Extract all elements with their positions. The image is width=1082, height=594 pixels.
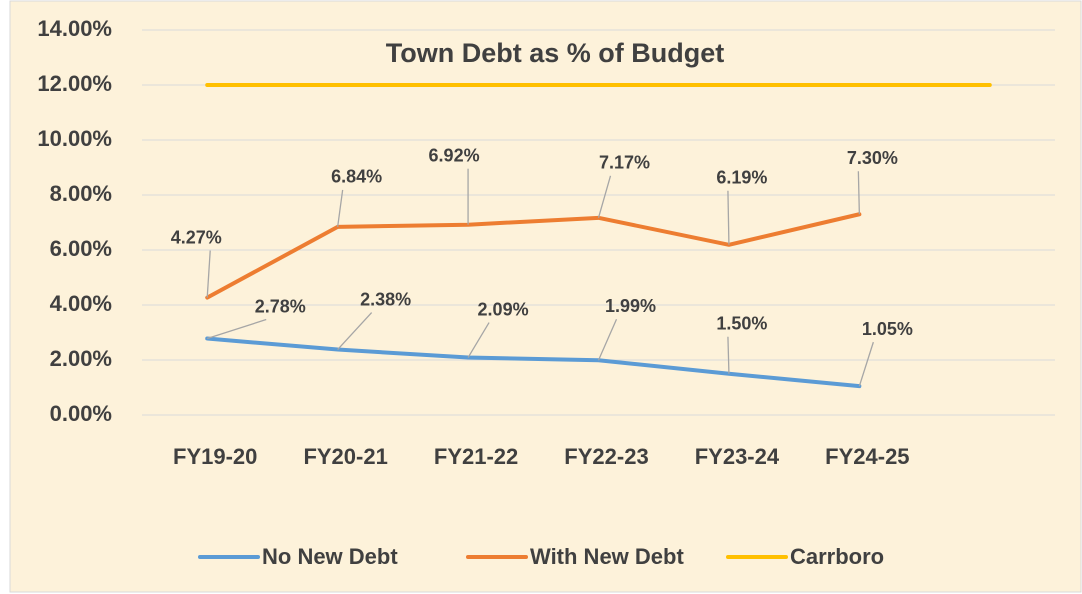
x-tick-label: FY21-22 <box>434 444 518 469</box>
data-label: 6.19% <box>716 168 767 188</box>
y-tick-label: 10.00% <box>37 126 112 151</box>
leader-line <box>207 318 267 340</box>
x-tick-label: FY20-21 <box>303 444 387 469</box>
data-label: 7.17% <box>599 153 650 173</box>
leader-line <box>727 336 730 374</box>
leader-line <box>336 189 344 227</box>
data-label: 1.50% <box>716 314 767 334</box>
x-tick-label: FY24-25 <box>825 444 909 469</box>
chart-background <box>9 0 1082 593</box>
y-tick-label: 4.00% <box>50 291 112 316</box>
data-label: 2.78% <box>255 296 306 316</box>
legend-label: With New Debt <box>530 544 684 569</box>
data-label: 1.05% <box>862 319 913 339</box>
x-tick-label: FY22-23 <box>564 444 648 469</box>
leader-line <box>597 175 612 219</box>
series-line <box>205 212 862 300</box>
data-label: 2.09% <box>478 299 529 319</box>
leader-line <box>467 322 490 358</box>
x-tick-label: FY19-20 <box>173 444 257 469</box>
leader-line <box>597 319 618 361</box>
leader-line <box>727 190 730 245</box>
legend-label: No New Debt <box>262 544 398 569</box>
data-label: 7.30% <box>847 148 898 168</box>
y-tick-label: 14.00% <box>37 16 112 41</box>
leader-line <box>206 250 211 298</box>
y-tick-label: 8.00% <box>50 181 112 206</box>
leader-line <box>337 312 373 350</box>
leader-line <box>857 171 861 215</box>
y-tick-label: 6.00% <box>50 236 112 261</box>
y-tick-label: 2.00% <box>50 346 112 371</box>
data-label: 1.99% <box>605 296 656 316</box>
data-label: 6.84% <box>331 167 382 187</box>
data-label: 6.92% <box>429 145 480 165</box>
legend-label: Carrboro <box>790 544 884 569</box>
y-tick-label: 0.00% <box>50 401 112 426</box>
leader-line <box>858 341 874 387</box>
chart-title: Town Debt as % of Budget <box>386 38 725 68</box>
x-tick-label: FY23-24 <box>695 444 780 469</box>
data-label: 2.38% <box>360 289 411 309</box>
y-tick-label: 12.00% <box>37 71 112 96</box>
series-line <box>205 336 862 389</box>
data-label: 4.27% <box>171 227 222 247</box>
